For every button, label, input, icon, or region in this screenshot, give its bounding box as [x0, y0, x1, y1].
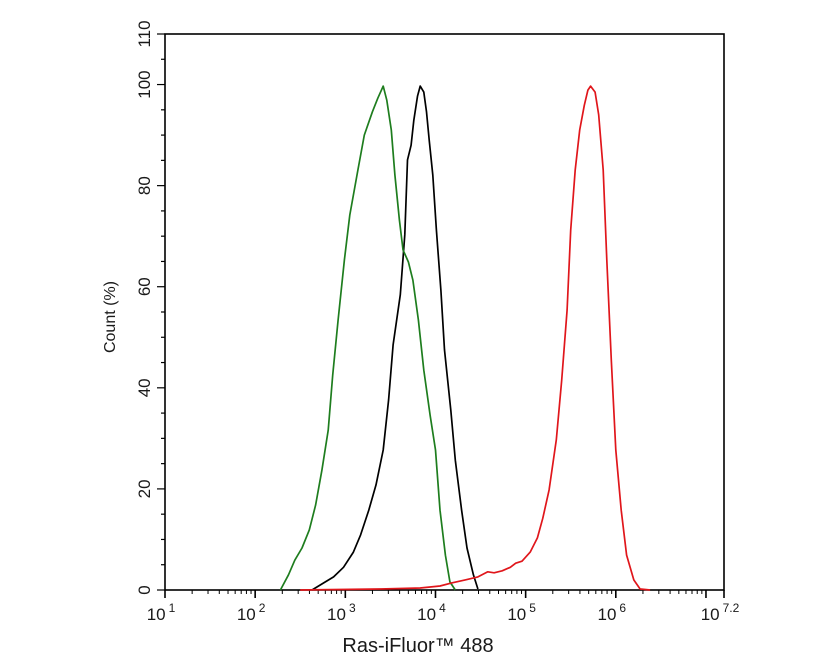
x-axis: 10 1 10 2 10 3 10 4 10 5 10 6 10 7.2	[147, 590, 740, 624]
series-black-line	[311, 85, 479, 591]
y-tick-label: 100	[135, 70, 154, 98]
data-series	[279, 85, 651, 591]
y-tick-label: 40	[135, 378, 154, 397]
x-tick-label: 10 5	[507, 601, 536, 624]
x-tick-label: 10 2	[237, 601, 266, 624]
y-tick-label: 0	[135, 585, 154, 594]
plot-frame	[164, 33, 725, 591]
x-tick-label: 10 3	[327, 601, 356, 624]
y-tick-label: 110	[135, 20, 154, 47]
x-tick-label: 10 7.2	[701, 601, 740, 624]
y-axis-title: Count (%)	[102, 281, 119, 353]
y-tick-label: 20	[135, 479, 154, 498]
x-axis-title: Ras-iFluor™ 488	[342, 635, 493, 657]
y-axis: 0 20 40 60 80 100 110	[135, 20, 165, 595]
x-tick-label: 10 1	[147, 601, 176, 624]
x-tick-label: 10 4	[417, 601, 446, 624]
series-green-line	[279, 85, 457, 591]
x-tick-label: 10 6	[598, 601, 627, 624]
y-tick-label: 60	[135, 277, 154, 296]
y-tick-label: 80	[135, 176, 154, 195]
series-red-line	[300, 85, 651, 591]
